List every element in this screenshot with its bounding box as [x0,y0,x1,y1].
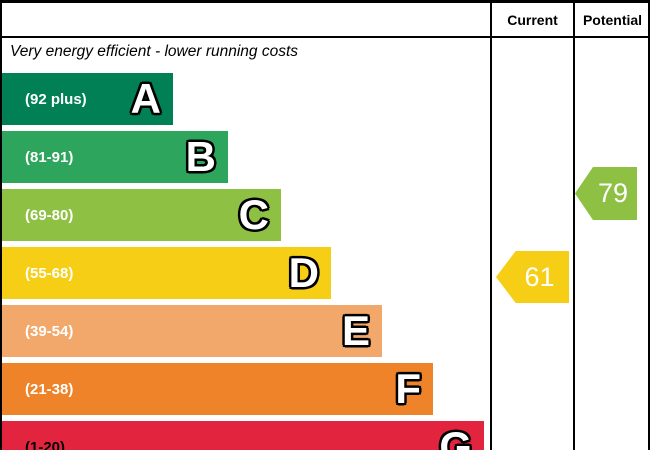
band-range-label-a: (92 plus) [25,90,87,108]
band-range-label-b: (81-91) [25,148,74,166]
band-range-label-d: (55-68) [25,264,74,282]
potential-rating-arrow: 79 [575,167,637,220]
band-row-b: (81-91) B [2,131,228,183]
band-range-label-g: (1-20) [25,438,66,450]
band-letter-e: E [341,307,370,354]
header-divider-line [2,36,648,38]
band-row-f: (21-38) F [2,363,433,415]
band-range-label-e: (39-54) [25,322,74,340]
band-row-a: (92 plus) A [2,73,173,125]
band-letter-g: G [439,423,472,450]
band-row-d: (55-68) D [2,247,331,299]
band-letter-a: A [130,75,161,122]
potential-rating-value: 79 [597,178,629,208]
potential-column-divider [573,3,575,450]
current-column-header: Current [507,11,558,28]
current-rating-arrow: 61 [496,251,569,303]
current-column-divider [490,3,492,450]
band-letter-f: F [395,365,421,412]
band-row-g: (1-20) G [2,421,484,450]
potential-column-header: Potential [582,11,643,28]
band-range-label-c: (69-80) [25,206,74,224]
band-row-e: (39-54) E [2,305,382,357]
band-letter-c: C [238,191,269,238]
band-range-label-f: (21-38) [25,380,74,398]
current-rating-value: 61 [524,261,555,292]
top-caption: Very energy efficient - lower running co… [10,43,299,60]
band-letter-b: B [185,133,216,180]
band-row-c: (69-80) C [2,189,281,241]
band-letter-d: D [288,249,319,296]
